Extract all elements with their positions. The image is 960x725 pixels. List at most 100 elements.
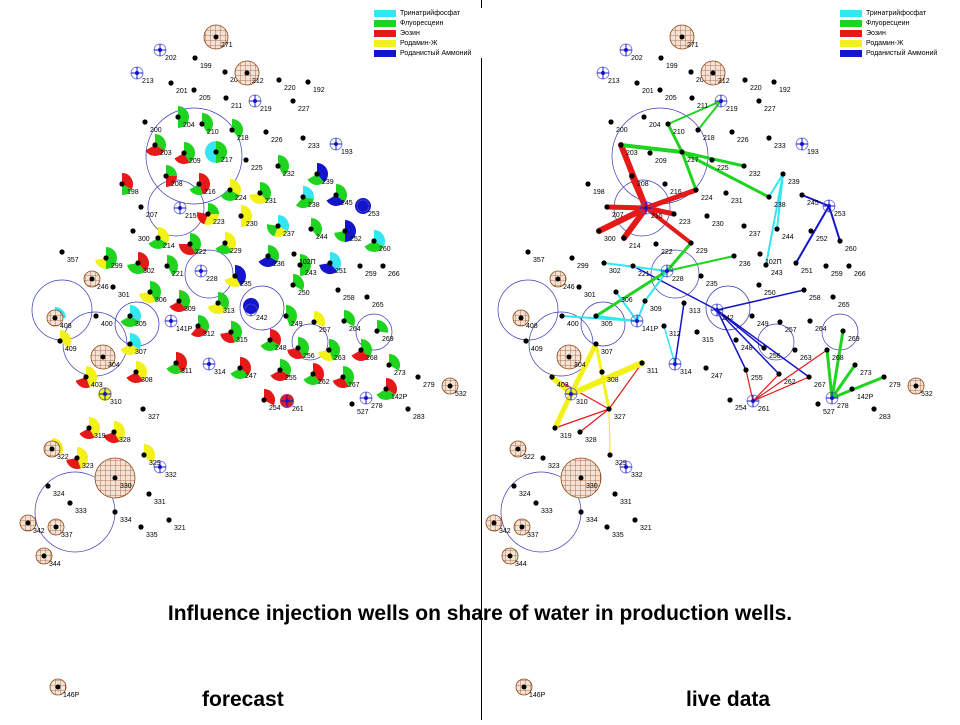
well-label: 215: [651, 213, 663, 220]
pie-sector: [389, 354, 401, 371]
legend-swatch: [840, 29, 862, 37]
well-marker: 265: [830, 294, 850, 309]
well-dot: [608, 119, 614, 125]
well-dot: [729, 129, 735, 135]
well-label: 220: [750, 85, 762, 92]
well-pie-chart: [376, 378, 398, 400]
well-marker: 342: [19, 514, 45, 535]
well-dot: [86, 425, 92, 431]
well-label: 252: [350, 236, 362, 243]
well-dot: [793, 260, 799, 266]
well-dot: [852, 362, 858, 368]
well-label: 213: [142, 78, 154, 85]
well-marker: 313: [681, 300, 701, 315]
well-dot: [585, 181, 591, 187]
well-dot: [741, 163, 747, 169]
legend-swatch: [374, 29, 396, 37]
well-label: 400: [101, 321, 113, 328]
legend-live-data: Тринатрийфосфат Флуоресцеин Эозин Родамин-Ж…: [840, 8, 958, 58]
pie-sector: [260, 340, 280, 351]
well-label: 218: [703, 135, 715, 142]
well-marker: 335: [138, 524, 158, 539]
well-label: 207: [146, 212, 158, 219]
well-marker: 266: [380, 263, 400, 278]
well-marker: 311: [639, 360, 658, 375]
influence-circle: [497, 279, 559, 341]
well-dot: [358, 347, 364, 353]
well-marker: 223: [671, 211, 691, 226]
well-dot: [635, 319, 639, 323]
well-dot: [261, 397, 267, 403]
well-label: 237: [749, 231, 761, 238]
well-marker: 244: [774, 226, 794, 241]
well-marker: 239: [314, 171, 334, 186]
well-label: 141P: [176, 326, 193, 333]
well-pie-chart: [287, 337, 309, 359]
well-marker: 278: [825, 391, 849, 410]
well-marker: 263: [792, 347, 812, 362]
well-marker: 213: [596, 66, 620, 85]
well-marker: 203: [152, 142, 172, 157]
well-label: 230: [246, 221, 258, 228]
well-label: 263: [334, 355, 346, 362]
well-pie-chart: [334, 220, 356, 242]
well-pie-chart: [377, 319, 388, 333]
well-label: 254: [269, 405, 281, 412]
well-label: 264: [815, 326, 827, 333]
well-dot: [334, 142, 338, 146]
influence-circle: [355, 313, 393, 351]
well-marker: 210: [199, 121, 219, 136]
well-dot: [693, 187, 699, 193]
well-label: 141P: [642, 326, 659, 333]
well-dot: [756, 282, 762, 288]
pie-sector: [298, 337, 309, 358]
well-dot: [846, 263, 852, 269]
well-pie-chart: [167, 255, 179, 276]
well-marker: 212: [234, 60, 264, 86]
pie-sector: [145, 145, 165, 157]
well-label: 403: [557, 382, 569, 389]
well-dot: [196, 181, 202, 187]
well-dot: [326, 347, 332, 353]
well-marker: 301: [110, 284, 130, 299]
well-marker: 245: [799, 192, 819, 207]
well-label: 283: [879, 414, 891, 421]
well-marker: 238: [300, 194, 320, 209]
tracer-link: [825, 348, 834, 400]
well-marker: 271: [669, 24, 699, 50]
well-dot: [222, 240, 228, 246]
well-dot: [766, 135, 772, 141]
well-marker: 305: [593, 313, 613, 328]
well-dot: [776, 371, 782, 377]
well-marker: 278: [359, 391, 383, 410]
well-marker: 250: [756, 282, 776, 297]
well-label: 231: [265, 198, 277, 205]
well-marker: 260: [837, 238, 857, 253]
well-label: 242: [256, 315, 268, 322]
well-marker: 248: [267, 337, 287, 352]
well-label: 253: [834, 211, 846, 218]
well-dot: [662, 181, 668, 187]
well-marker: 255: [743, 367, 763, 382]
well-pie-chart: [95, 247, 117, 269]
well-dot: [263, 129, 269, 135]
pie-sector: [89, 417, 100, 438]
tracer-link: [608, 362, 643, 410]
tracer-link: [776, 173, 784, 230]
well-marker: 236: [265, 253, 285, 268]
well-marker: 221: [164, 263, 184, 278]
well-dot: [673, 362, 677, 366]
pie-sector: [103, 432, 120, 443]
well-dot: [578, 475, 584, 481]
well-pie-chart: [120, 305, 142, 327]
well-marker: 243: [297, 262, 317, 277]
well-label: 250: [764, 290, 776, 297]
well-label: 202: [631, 55, 643, 62]
well-marker: 315: [694, 329, 714, 344]
well-dot: [253, 99, 257, 103]
well-label: 142P: [391, 394, 408, 401]
pie-sector: [318, 350, 333, 361]
well-marker: 344: [35, 547, 61, 568]
well-marker: 205: [657, 87, 677, 102]
well-marker: 247: [237, 365, 257, 380]
